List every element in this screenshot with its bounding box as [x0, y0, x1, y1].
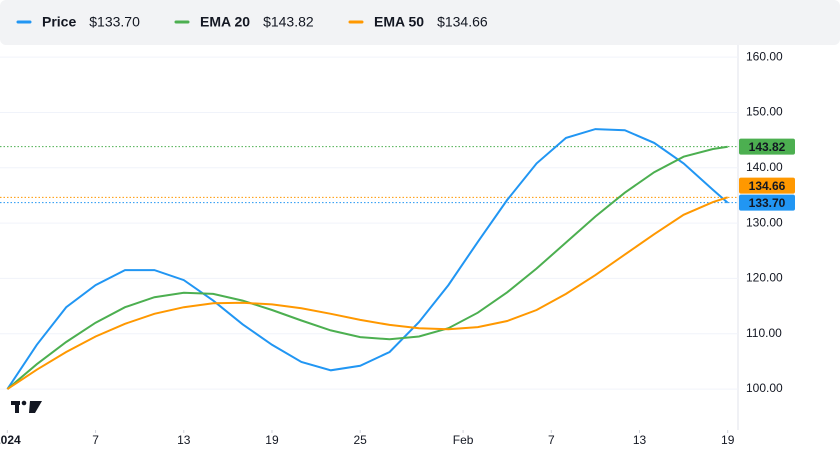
price-label: 143.82	[749, 140, 786, 154]
plot-area	[0, 128, 738, 390]
series-line	[6, 196, 729, 390]
logo	[11, 400, 42, 413]
series-line	[6, 128, 729, 390]
x-tick-label: 13	[177, 433, 191, 447]
legend-name: EMA 50	[374, 14, 424, 30]
x-tick-label: 7	[548, 433, 555, 447]
legend-value: $133.70	[89, 14, 140, 30]
x-tick-label: 25	[353, 433, 367, 447]
legend-bar	[0, 0, 840, 45]
price-label: 134.66	[749, 179, 786, 193]
y-tick-label: 110.00	[746, 326, 782, 340]
y-tick-label: 150.00	[746, 105, 783, 119]
x-tick-label: 7	[92, 433, 99, 447]
x-tick-label: 19	[721, 433, 735, 447]
legend-value: $143.82	[263, 14, 314, 30]
price-label-box	[739, 177, 795, 194]
price-label-box	[739, 194, 795, 211]
x-tick-label: 13	[633, 433, 647, 447]
series-line	[6, 145, 728, 390]
legend-name: EMA 20	[200, 14, 250, 30]
y-tick-label: 100.00	[746, 381, 783, 395]
y-tick-label: 120.00	[746, 271, 783, 285]
x-tick-label: Feb	[453, 433, 474, 447]
y-tick-label: 160.00	[746, 49, 783, 63]
y-tick-label: 130.00	[746, 215, 783, 229]
price-label-box	[739, 138, 795, 155]
price-label: 133.70	[749, 196, 786, 210]
legend-value: $134.66	[437, 14, 488, 30]
x-tick-label: 2024	[0, 433, 21, 447]
y-tick-label: 140.00	[746, 160, 783, 174]
legend-name: Price	[42, 14, 76, 30]
x-tick-label: 19	[265, 433, 279, 447]
